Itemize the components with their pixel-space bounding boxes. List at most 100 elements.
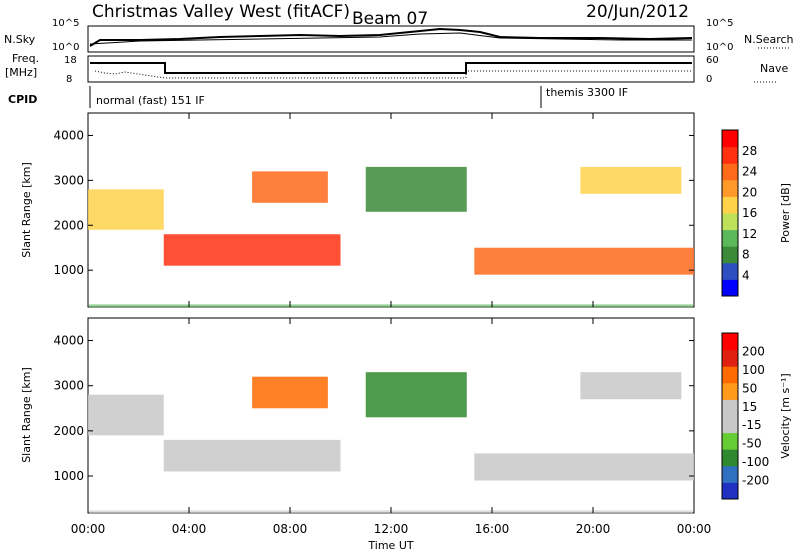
power-echo-region-2 bbox=[252, 171, 328, 203]
beam-label: Beam 07 bbox=[352, 9, 428, 29]
cpid-label: CPID bbox=[8, 93, 37, 106]
velocity-colorbar: 200 100 50 15 -15 -50 -100 -200 Velocity [m s⁻¹… bbox=[721, 332, 792, 500]
power-cbar-tick-2: 20 bbox=[742, 185, 757, 199]
velocity-cbar-swatch-8 bbox=[722, 349, 738, 367]
velocity-cbar-swatch-4 bbox=[722, 416, 738, 434]
velocity-echo-region-4 bbox=[474, 453, 694, 481]
velocity-echo-region-2 bbox=[252, 376, 328, 409]
power-echo-region-3 bbox=[365, 166, 467, 212]
velocity-echo-region-3 bbox=[365, 372, 467, 418]
power-ytick-label-1: 2000 bbox=[53, 218, 84, 232]
freq-tick-top: 18 bbox=[64, 55, 77, 66]
x-ticklabel-3: 12:00 bbox=[374, 522, 409, 536]
velocity-ytick-label-3: 4000 bbox=[53, 334, 84, 348]
freq-strip-frame bbox=[87, 55, 695, 83]
noise-tick-left-top: 10^5 bbox=[52, 18, 79, 29]
power-cbar-swatch-5 bbox=[722, 196, 738, 214]
power-cbar-tick-5: 8 bbox=[742, 248, 750, 262]
power-echo-region-4 bbox=[474, 247, 694, 275]
x-ticklabel-0: 00:00 bbox=[71, 522, 106, 536]
velocity-cbar-frame bbox=[721, 332, 739, 500]
power-cbar-swatch-4 bbox=[722, 213, 738, 231]
velocity-cbar-swatch-2 bbox=[722, 449, 738, 467]
noise-strip-frame bbox=[87, 25, 695, 53]
velocity-cbar-label: Velocity [m s⁻¹] bbox=[779, 373, 792, 458]
power-cbar-tick-6: 4 bbox=[742, 268, 750, 282]
power-ytick-label-3: 4000 bbox=[53, 128, 84, 142]
nsearch-label: N.Search bbox=[744, 33, 794, 46]
x-ticklabel-2: 08:00 bbox=[273, 522, 308, 536]
power-ytick-label-0: 1000 bbox=[53, 263, 84, 277]
velocity-yticks: 1000 2000 3000 4000 bbox=[53, 334, 694, 483]
power-ylabel: Slant Range [km] bbox=[20, 162, 33, 258]
velocity-cbar-swatches bbox=[722, 333, 738, 500]
power-echo-region-0 bbox=[88, 189, 164, 230]
power-xticks bbox=[87, 113, 695, 307]
velocity-cbar-tick-6: -100 bbox=[742, 455, 769, 469]
power-cbar-ticks: 28 24 20 16 12 8 4 bbox=[742, 144, 757, 283]
velocity-cbar-tick-5: -50 bbox=[742, 437, 762, 451]
velocity-ytick-label-2: 3000 bbox=[53, 379, 84, 393]
velocity-xticks bbox=[87, 318, 695, 513]
freq-trace bbox=[90, 62, 692, 74]
nave-tick-top: 60 bbox=[706, 55, 719, 66]
velocity-cbar-swatch-7 bbox=[722, 366, 738, 384]
freq-label-line1: Freq. bbox=[12, 52, 39, 65]
power-echo-region-1 bbox=[163, 234, 341, 266]
power-cbar-swatch-3 bbox=[722, 229, 738, 247]
velocity-cbar-tick-1: 100 bbox=[742, 363, 765, 377]
power-cbar-tick-0: 28 bbox=[742, 144, 757, 158]
nsky-trace bbox=[89, 27, 693, 47]
velocity-cbar-swatch-6 bbox=[722, 382, 738, 400]
nave-label: Nave bbox=[760, 62, 788, 75]
velocity-ytick-label-1: 2000 bbox=[53, 424, 84, 438]
velocity-echo-region-0 bbox=[88, 394, 164, 436]
power-cbar-swatch-0 bbox=[722, 279, 738, 297]
power-cbar-swatches bbox=[722, 130, 738, 297]
velocity-cbar-tick-2: 50 bbox=[742, 381, 757, 395]
velocity-cbar-swatch-9 bbox=[722, 333, 738, 351]
freq-label-line2: [MHz] bbox=[5, 66, 37, 79]
noise-tick-right-bottom: 10^0 bbox=[706, 42, 733, 53]
x-axis-label: Time UT bbox=[367, 539, 413, 552]
power-yticks: 1000 2000 3000 4000 bbox=[53, 128, 694, 277]
power-ytick-label-2: 3000 bbox=[53, 173, 84, 187]
power-cbar-swatch-9 bbox=[722, 130, 738, 148]
power-cbar-swatch-2 bbox=[722, 246, 738, 264]
velocity-ylabel: Slant Range [km] bbox=[20, 367, 33, 463]
power-cbar-swatch-8 bbox=[722, 146, 738, 164]
velocity-cbar-ticks: 200 100 50 15 -15 -50 -100 -200 bbox=[742, 344, 769, 487]
velocity-cbar-swatch-1 bbox=[722, 465, 738, 483]
x-ticklabel-5: 20:00 bbox=[576, 522, 611, 536]
nave-tick-bottom: 0 bbox=[706, 74, 712, 85]
power-echo-layer bbox=[88, 166, 694, 308]
freq-tick-bottom: 8 bbox=[66, 74, 72, 85]
cpid-mode-2: themis 3300 IF bbox=[546, 86, 628, 99]
velocity-echo-region-5 bbox=[580, 372, 682, 400]
nsearch-trace bbox=[89, 32, 692, 45]
velocity-cbar-swatch-3 bbox=[722, 432, 738, 450]
cpid-mode-1: normal (fast) 151 IF bbox=[96, 94, 205, 107]
power-cbar-swatch-6 bbox=[722, 179, 738, 197]
velocity-cbar-tick-7: -200 bbox=[742, 474, 769, 488]
velocity-echo-region-1 bbox=[163, 439, 341, 472]
nsky-label: N.Sky bbox=[4, 33, 36, 46]
power-cbar-frame bbox=[721, 129, 739, 297]
date-label: 20/Jun/2012 bbox=[586, 2, 689, 22]
power-echo-region-5 bbox=[580, 166, 682, 194]
velocity-ytick-label-0: 1000 bbox=[53, 469, 84, 483]
velocity-cbar-tick-4: -15 bbox=[742, 418, 762, 432]
power-cbar-tick-3: 16 bbox=[742, 206, 757, 220]
power-colorbar: 28 24 20 16 12 8 4 Power [dB] bbox=[721, 129, 792, 297]
velocity-cbar-swatch-5 bbox=[722, 399, 738, 417]
plot-title: Christmas Valley West (fitACF) bbox=[92, 2, 350, 22]
x-ticklabel-6: 00:00 bbox=[677, 522, 712, 536]
velocity-panel: Slant Range [km] 1000 2000 3000 4000 bbox=[20, 317, 695, 514]
velocity-cbar-tick-3: 15 bbox=[742, 400, 757, 414]
x-ticklabel-4: 16:00 bbox=[475, 522, 510, 536]
power-cbar-tick-1: 24 bbox=[742, 165, 757, 179]
x-ticklabels: 00:00 04:00 08:00 12:00 16:00 20:00 00:00 bbox=[71, 522, 712, 536]
noise-tick-left-bottom: 10^0 bbox=[52, 42, 79, 53]
noise-tick-right-top: 10^5 bbox=[706, 18, 733, 29]
